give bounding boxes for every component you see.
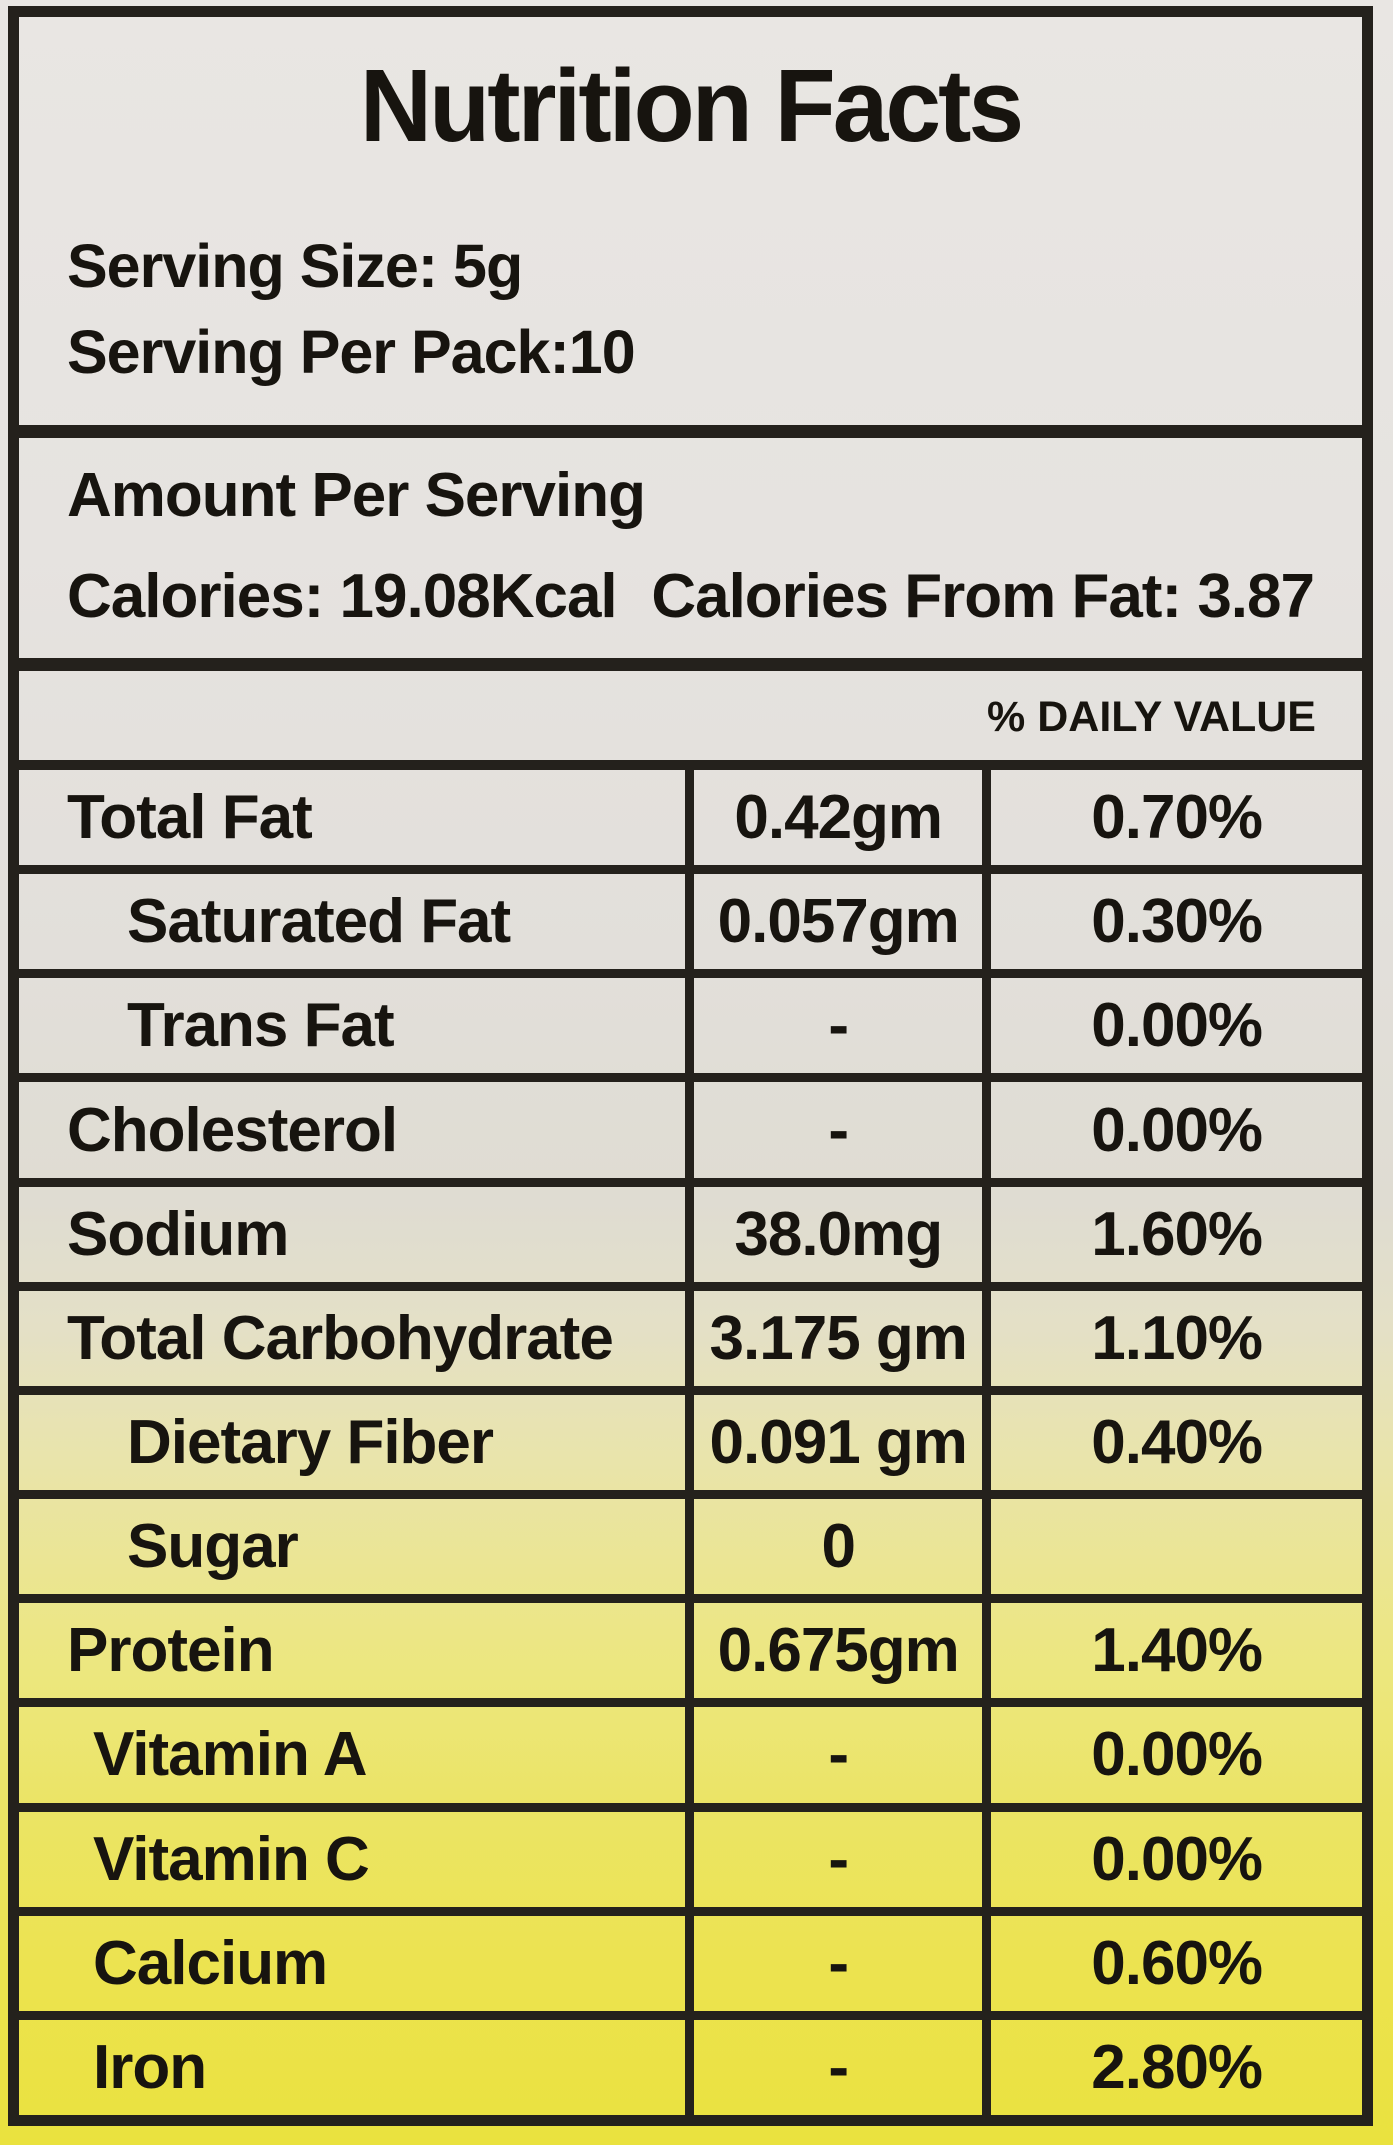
nutrient-row: Calcium - 0.60% xyxy=(19,1915,1362,2020)
nutrient-amount: - xyxy=(685,2019,992,2116)
nutrient-name: Saturated Fat xyxy=(127,887,511,957)
nutrient-row: Trans Fat - 0.00% xyxy=(19,978,1362,1083)
nutrient-amount: - xyxy=(685,1915,992,2011)
nutrient-table: Total Fat 0.42gm 0.70% Saturated Fat 0.057gm… xyxy=(19,770,1362,2116)
nutrient-name: Total Carbohydrate xyxy=(67,1303,614,1373)
nutrient-row: Vitamin C - 0.00% xyxy=(19,1811,1362,1916)
nutrient-name: Protein xyxy=(67,1616,275,1686)
nutrient-row: Total Fat 0.42gm 0.70% xyxy=(19,770,1362,875)
nutrient-daily-value xyxy=(991,1499,1362,1594)
amount-per-serving-section: Amount Per Serving Calories: 19.08Kcal C… xyxy=(19,438,1362,671)
nutrient-amount: 0.057gm xyxy=(685,874,992,970)
label-title: Nutrition Facts xyxy=(359,48,1024,163)
nutrient-daily-value: 1.60% xyxy=(1091,1199,1263,1269)
nutrient-name: Calcium xyxy=(93,1928,328,1998)
nutrient-amount: 0.42gm xyxy=(685,770,992,866)
nutrient-name: Trans Fat xyxy=(127,991,395,1061)
nutrient-row: Iron - 2.80% xyxy=(19,2019,1362,2116)
calories-row: Calories: 19.08Kcal Calories From Fat: 3… xyxy=(67,561,1315,632)
serving-info: Serving Size: 5g Serving Per Pack:10 xyxy=(19,223,1362,395)
nutrient-name: Sugar xyxy=(127,1512,299,1582)
nutrient-amount: 0.675gm xyxy=(685,1603,992,1699)
nutrient-row: Total Carbohydrate 3.175 gm 1.10% xyxy=(19,1290,1362,1395)
serving-size-line: Serving Size: 5g xyxy=(67,232,523,300)
nutrient-daily-value: 0.00% xyxy=(1091,1095,1263,1165)
nutrient-daily-value: 0.60% xyxy=(1091,1928,1263,1998)
nutrient-daily-value: 0.00% xyxy=(1091,1824,1263,1894)
daily-value-header: % DAILY VALUE xyxy=(987,693,1316,741)
nutrient-row: Sodium 38.0mg 1.60% xyxy=(19,1186,1362,1291)
nutrient-daily-value: 1.10% xyxy=(1091,1303,1263,1373)
nutrition-facts-label: Nutrition Facts Serving Size: 5g Serving… xyxy=(8,6,1373,2126)
nutrient-daily-value: 0.40% xyxy=(1091,1408,1263,1478)
nutrient-name: Vitamin A xyxy=(93,1720,368,1790)
nutrient-name: Iron xyxy=(93,2032,207,2102)
nutrient-row: Saturated Fat 0.057gm 0.30% xyxy=(19,874,1362,979)
nutrient-amount: - xyxy=(685,1082,992,1178)
nutrient-daily-value: 2.80% xyxy=(1091,2032,1263,2102)
daily-value-header-row: % DAILY VALUE xyxy=(19,671,1362,770)
nutrient-name: Sodium xyxy=(67,1199,289,1269)
serving-per-pack-line: Serving Per Pack:10 xyxy=(67,318,636,386)
nutrient-row: Vitamin A - 0.00% xyxy=(19,1707,1362,1812)
nutrient-amount: - xyxy=(685,1707,992,1803)
nutrient-name: Vitamin C xyxy=(93,1824,370,1894)
nutrient-daily-value: 0.00% xyxy=(1091,991,1263,1061)
nutrient-amount: - xyxy=(685,1811,992,1907)
calories-from-fat-value: Calories From Fat: 3.87 xyxy=(651,562,1315,631)
nutrient-name: Cholesterol xyxy=(67,1095,398,1165)
nutrient-amount: 38.0mg xyxy=(685,1186,992,1282)
nutrient-daily-value: 0.70% xyxy=(1091,783,1263,853)
nutrient-row: Cholesterol - 0.00% xyxy=(19,1082,1362,1187)
nutrient-amount: 3.175 gm xyxy=(685,1290,992,1386)
nutrient-name: Dietary Fiber xyxy=(127,1408,494,1478)
calories-value: Calories: 19.08Kcal xyxy=(67,562,618,631)
nutrient-amount: 0.091 gm xyxy=(685,1394,992,1491)
nutrient-daily-value: 0.00% xyxy=(1091,1720,1263,1790)
nutrient-amount: 0 xyxy=(685,1499,992,1595)
nutrient-name: Total Fat xyxy=(67,783,313,853)
label-header-section: Nutrition Facts Serving Size: 5g Serving… xyxy=(19,17,1362,438)
nutrient-row: Protein 0.675gm 1.40% xyxy=(19,1603,1362,1708)
nutrient-amount: - xyxy=(685,978,992,1074)
nutrient-daily-value: 0.30% xyxy=(1091,887,1263,957)
nutrient-row: Dietary Fiber 0.091 gm 0.40% xyxy=(19,1394,1362,1500)
nutrient-daily-value: 1.40% xyxy=(1091,1616,1263,1686)
amount-per-serving-heading: Amount Per Serving xyxy=(67,461,646,530)
nutrient-row: Sugar 0 xyxy=(19,1499,1362,1604)
